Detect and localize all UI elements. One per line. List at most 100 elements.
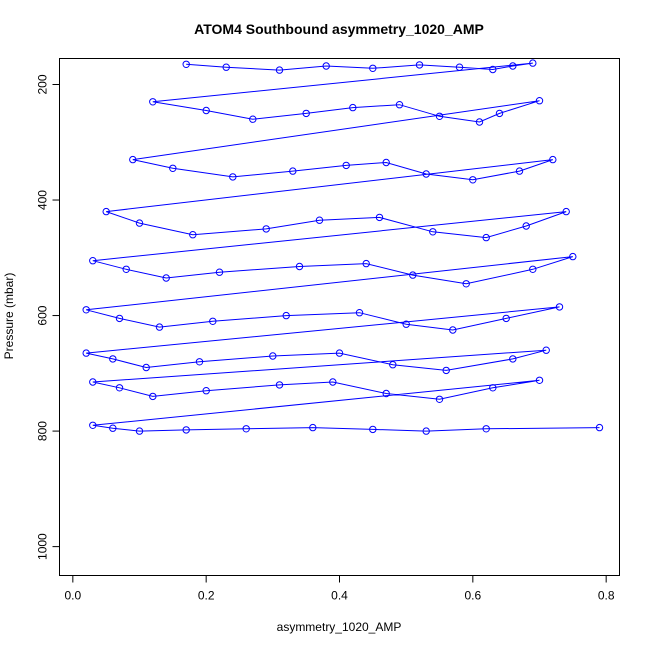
data-point (382, 158, 390, 167)
data-point (489, 384, 497, 392)
y-tick-label: 200 (36, 74, 50, 94)
data-point (502, 314, 510, 323)
data-point (302, 109, 310, 118)
data-point (595, 423, 604, 432)
data-point (382, 389, 390, 398)
data-point (102, 207, 110, 216)
data-point (275, 66, 284, 74)
data-point (209, 317, 217, 325)
data-point (242, 425, 250, 433)
data-point (195, 358, 204, 366)
y-tick-label: 400 (36, 190, 50, 210)
data-point (295, 262, 304, 271)
data-point (515, 167, 524, 175)
data-point (395, 101, 404, 109)
data-point (569, 252, 577, 261)
data-point (509, 355, 517, 363)
data-point (282, 311, 290, 320)
chart-title: ATOM4 Southbound asymmetry_1020_AMP (194, 21, 484, 37)
data-point (89, 421, 97, 429)
data-point (309, 423, 317, 432)
x-tick-label: 0.4 (331, 589, 348, 603)
data-point (169, 164, 177, 173)
data-point (335, 349, 344, 357)
data-point (182, 426, 190, 434)
data-point (222, 63, 230, 71)
data-point (155, 323, 164, 331)
data-point (355, 309, 364, 317)
data-point (462, 280, 470, 288)
data-point (135, 427, 144, 435)
data-point (349, 103, 357, 112)
y-axis: 200 400 600 800 1000 (36, 74, 60, 560)
data-point (202, 387, 210, 395)
data-point (375, 213, 384, 222)
data-point (315, 216, 324, 224)
data-point (182, 60, 190, 69)
x-axis-label: asymmetry_1020_AMP (277, 620, 402, 634)
data-point (522, 222, 530, 230)
data-point (482, 233, 490, 242)
data-point (269, 352, 277, 360)
data-point (149, 98, 157, 106)
data-point (142, 363, 150, 372)
x-tick-label: 0.8 (598, 589, 615, 603)
data-point (89, 378, 97, 386)
data-point (429, 228, 437, 236)
x-tick-label: 0.6 (464, 589, 481, 603)
data-point (202, 106, 210, 115)
data-point (369, 64, 377, 73)
data-point (82, 306, 90, 314)
data-point (322, 62, 330, 70)
data-point (542, 346, 550, 354)
y-tick-label: 1000 (36, 533, 50, 560)
data-point (475, 118, 484, 126)
plot-frame (59, 58, 620, 576)
data-point (455, 63, 464, 71)
data-point (342, 161, 350, 170)
data-point (135, 219, 144, 227)
data-point (109, 424, 117, 432)
data-point (402, 320, 410, 328)
data-point (162, 274, 170, 282)
data-point (89, 257, 97, 265)
y-tick-label: 600 (36, 305, 50, 325)
data-point (149, 392, 157, 401)
data-point (115, 314, 124, 323)
data-point (482, 425, 490, 433)
data-point (122, 265, 130, 273)
data-point (289, 167, 297, 175)
data-point (535, 97, 544, 105)
data-point (549, 155, 557, 164)
data-point (215, 268, 224, 276)
y-axis-label: Pressure (mbar) (2, 273, 16, 360)
data-point (489, 65, 497, 74)
data-point (442, 366, 450, 375)
data-point (435, 112, 444, 121)
data-point (229, 173, 237, 181)
data-point (495, 109, 504, 118)
data-point (422, 170, 430, 178)
data-point (449, 326, 457, 334)
data-point (82, 349, 90, 357)
series-line (86, 62, 600, 432)
data-point (115, 384, 124, 392)
data-point (415, 61, 424, 69)
data-point (389, 361, 397, 369)
data-point (535, 376, 544, 384)
data-point (469, 176, 477, 184)
data-point (409, 271, 417, 279)
data-point (529, 265, 537, 273)
data-point (249, 115, 257, 123)
data-point (262, 225, 270, 233)
data-point (129, 155, 137, 164)
data-point (509, 62, 517, 70)
series-layer (82, 59, 604, 435)
data-point (435, 395, 444, 403)
data-point (369, 425, 377, 434)
data-point (529, 59, 537, 67)
data-point (555, 303, 564, 311)
data-point (109, 355, 117, 363)
x-tick-label: 0.0 (64, 589, 81, 603)
data-point (275, 381, 284, 389)
